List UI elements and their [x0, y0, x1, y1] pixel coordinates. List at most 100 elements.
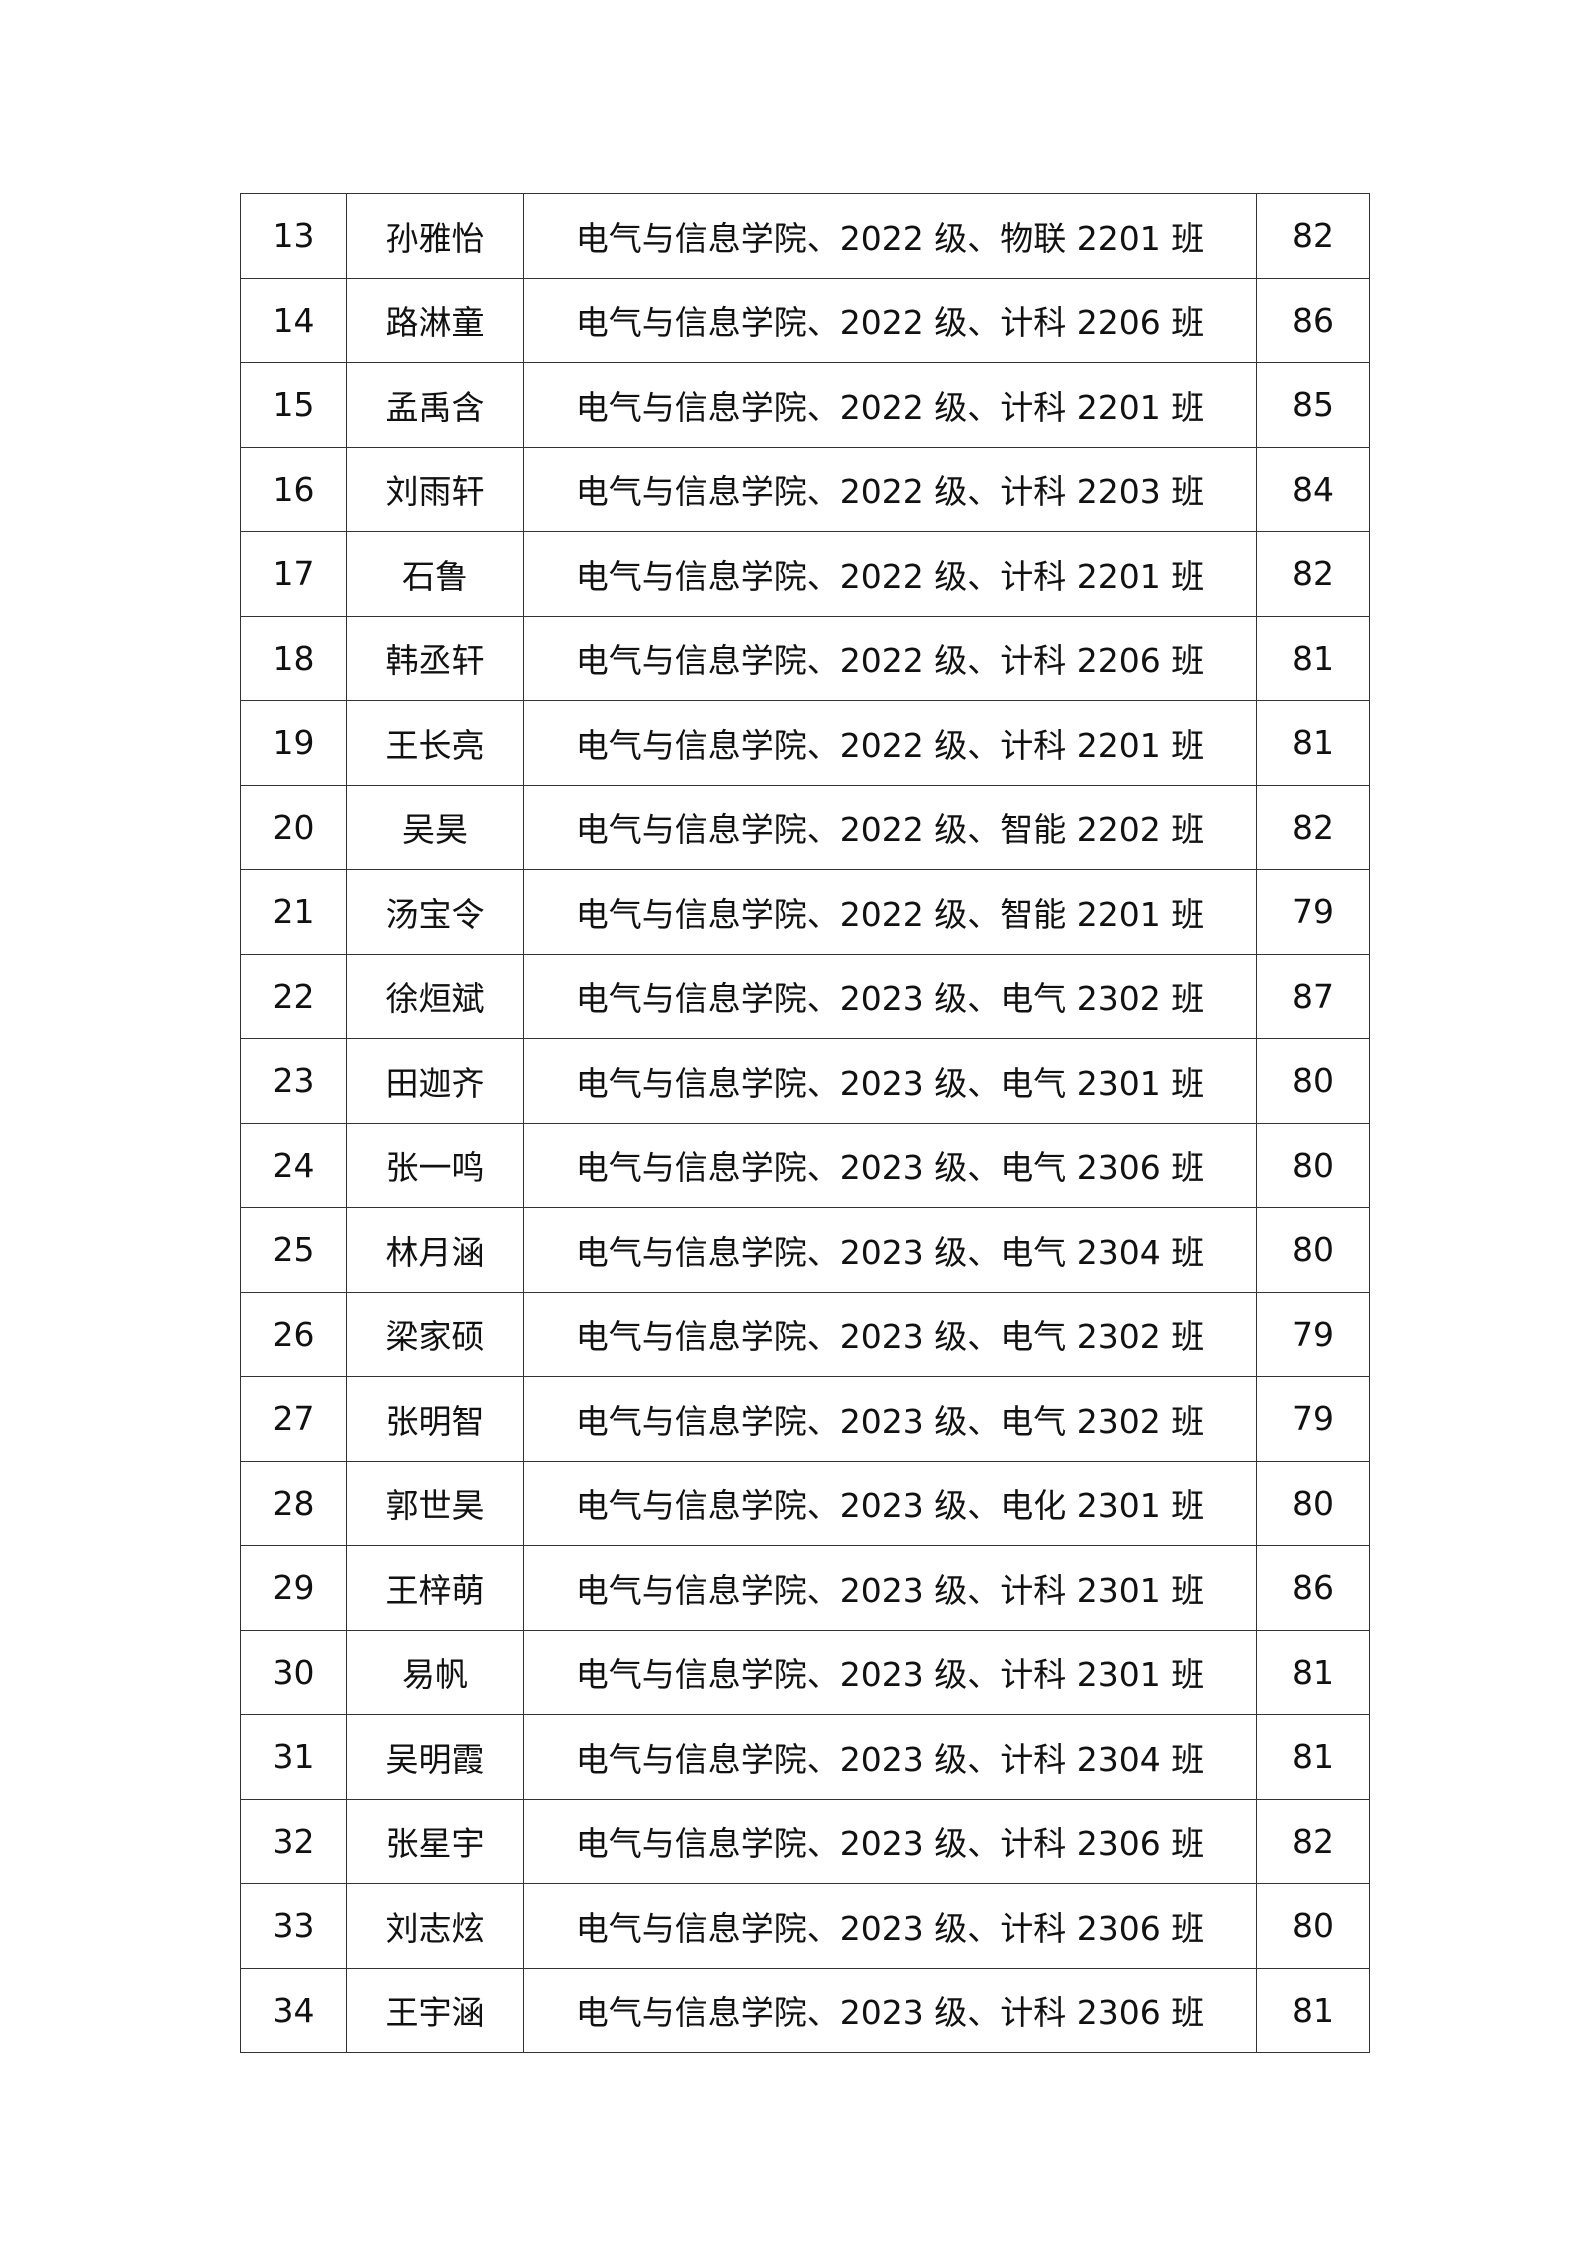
student-score-table: 13 孙雅怡 电气与信息学院、2022 级、物联 2201 班 82 14 路淋童 电气与信… [240, 193, 1370, 2053]
class-info-cell: 电气与信息学院、2022 级、计科 2201 班 [523, 531, 1257, 617]
class-info-cell: 电气与信息学院、2023 级、计科 2301 班 [523, 1629, 1257, 1715]
table-row: 18 韩丞轩 电气与信息学院、2022 级、计科 2206 班 81 [240, 615, 1370, 701]
student-name-cell: 王梓萌 [346, 1545, 524, 1631]
student-name-cell: 王宇涵 [346, 1967, 524, 2053]
table-row: 21 汤宝令 电气与信息学院、2022 级、智能 2201 班 79 [240, 869, 1370, 955]
class-info-cell: 电气与信息学院、2022 级、计科 2201 班 [523, 700, 1257, 786]
class-info-cell: 电气与信息学院、2023 级、计科 2306 班 [523, 1967, 1257, 2053]
row-number-cell: 34 [240, 1967, 347, 2053]
class-info-cell: 电气与信息学院、2023 级、电气 2301 班 [523, 1038, 1257, 1124]
table-row: 22 徐烜斌 电气与信息学院、2023 级、电气 2302 班 87 [240, 953, 1370, 1039]
class-info-cell: 电气与信息学院、2023 级、电气 2302 班 [523, 953, 1257, 1039]
score-cell: 81 [1256, 700, 1370, 786]
table-row: 25 林月涵 电气与信息学院、2023 级、电气 2304 班 80 [240, 1207, 1370, 1293]
student-name-cell: 韩丞轩 [346, 615, 524, 701]
student-name-cell: 刘志炫 [346, 1883, 524, 1969]
student-name-cell: 汤宝令 [346, 869, 524, 955]
row-number-cell: 29 [240, 1545, 347, 1631]
student-name-cell: 刘雨轩 [346, 446, 524, 532]
table-row: 15 孟禹含 电气与信息学院、2022 级、计科 2201 班 85 [240, 362, 1370, 448]
student-name-cell: 吴明霞 [346, 1714, 524, 1800]
table-row: 27 张明智 电气与信息学院、2023 级、电气 2302 班 79 [240, 1376, 1370, 1462]
class-info-cell: 电气与信息学院、2022 级、计科 2206 班 [523, 615, 1257, 701]
table-row: 32 张星宇 电气与信息学院、2023 级、计科 2306 班 82 [240, 1798, 1370, 1884]
row-number-cell: 23 [240, 1038, 347, 1124]
row-number-cell: 15 [240, 362, 347, 448]
class-info-cell: 电气与信息学院、2023 级、电气 2302 班 [523, 1376, 1257, 1462]
table-row: 34 王宇涵 电气与信息学院、2023 级、计科 2306 班 81 [240, 1967, 1370, 2053]
row-number-cell: 18 [240, 615, 347, 701]
score-cell: 86 [1256, 277, 1370, 363]
row-number-cell: 13 [240, 193, 347, 279]
class-info-cell: 电气与信息学院、2022 级、计科 2201 班 [523, 362, 1257, 448]
row-number-cell: 33 [240, 1883, 347, 1969]
student-name-cell: 路淋童 [346, 277, 524, 363]
student-name-cell: 吴昊 [346, 784, 524, 870]
student-name-cell: 梁家硕 [346, 1291, 524, 1377]
table-row: 14 路淋童 电气与信息学院、2022 级、计科 2206 班 86 [240, 277, 1370, 363]
class-info-cell: 电气与信息学院、2023 级、电气 2304 班 [523, 1207, 1257, 1293]
student-name-cell: 张星宇 [346, 1798, 524, 1884]
class-info-cell: 电气与信息学院、2022 级、智能 2201 班 [523, 869, 1257, 955]
table-row: 24 张一鸣 电气与信息学院、2023 级、电气 2306 班 80 [240, 1122, 1370, 1208]
student-name-cell: 田迦齐 [346, 1038, 524, 1124]
class-info-cell: 电气与信息学院、2023 级、电气 2306 班 [523, 1122, 1257, 1208]
score-cell: 80 [1256, 1207, 1370, 1293]
class-info-cell: 电气与信息学院、2022 级、计科 2206 班 [523, 277, 1257, 363]
score-cell: 82 [1256, 193, 1370, 279]
table-row: 16 刘雨轩 电气与信息学院、2022 级、计科 2203 班 84 [240, 446, 1370, 532]
class-info-cell: 电气与信息学院、2023 级、电气 2302 班 [523, 1291, 1257, 1377]
class-info-cell: 电气与信息学院、2022 级、智能 2202 班 [523, 784, 1257, 870]
row-number-cell: 26 [240, 1291, 347, 1377]
row-number-cell: 14 [240, 277, 347, 363]
score-cell: 84 [1256, 446, 1370, 532]
score-cell: 87 [1256, 953, 1370, 1039]
score-cell: 82 [1256, 784, 1370, 870]
class-info-cell: 电气与信息学院、2023 级、计科 2306 班 [523, 1883, 1257, 1969]
score-cell: 86 [1256, 1545, 1370, 1631]
student-name-cell: 徐烜斌 [346, 953, 524, 1039]
row-number-cell: 31 [240, 1714, 347, 1800]
row-number-cell: 20 [240, 784, 347, 870]
score-cell: 82 [1256, 1798, 1370, 1884]
table-row: 26 梁家硕 电气与信息学院、2023 级、电气 2302 班 79 [240, 1291, 1370, 1377]
score-cell: 79 [1256, 869, 1370, 955]
student-name-cell: 孙雅怡 [346, 193, 524, 279]
row-number-cell: 28 [240, 1460, 347, 1546]
row-number-cell: 27 [240, 1376, 347, 1462]
class-info-cell: 电气与信息学院、2022 级、物联 2201 班 [523, 193, 1257, 279]
class-info-cell: 电气与信息学院、2023 级、计科 2306 班 [523, 1798, 1257, 1884]
table-row: 28 郭世昊 电气与信息学院、2023 级、电化 2301 班 80 [240, 1460, 1370, 1546]
student-name-cell: 王长亮 [346, 700, 524, 786]
table-row: 13 孙雅怡 电气与信息学院、2022 级、物联 2201 班 82 [240, 193, 1370, 279]
score-cell: 79 [1256, 1291, 1370, 1377]
student-name-cell: 林月涵 [346, 1207, 524, 1293]
table-row: 31 吴明霞 电气与信息学院、2023 级、计科 2304 班 81 [240, 1714, 1370, 1800]
student-name-cell: 石鲁 [346, 531, 524, 617]
row-number-cell: 16 [240, 446, 347, 532]
table-row: 19 王长亮 电气与信息学院、2022 级、计科 2201 班 81 [240, 700, 1370, 786]
table-row: 30 易帆 电气与信息学院、2023 级、计科 2301 班 81 [240, 1629, 1370, 1715]
score-cell: 81 [1256, 615, 1370, 701]
row-number-cell: 19 [240, 700, 347, 786]
score-cell: 80 [1256, 1460, 1370, 1546]
student-name-cell: 张明智 [346, 1376, 524, 1462]
row-number-cell: 17 [240, 531, 347, 617]
student-name-cell: 易帆 [346, 1629, 524, 1715]
class-info-cell: 电气与信息学院、2022 级、计科 2203 班 [523, 446, 1257, 532]
row-number-cell: 24 [240, 1122, 347, 1208]
score-cell: 80 [1256, 1038, 1370, 1124]
score-cell: 80 [1256, 1883, 1370, 1969]
row-number-cell: 32 [240, 1798, 347, 1884]
class-info-cell: 电气与信息学院、2023 级、计科 2301 班 [523, 1545, 1257, 1631]
row-number-cell: 22 [240, 953, 347, 1039]
table-row: 17 石鲁 电气与信息学院、2022 级、计科 2201 班 82 [240, 531, 1370, 617]
row-number-cell: 25 [240, 1207, 347, 1293]
student-name-cell: 孟禹含 [346, 362, 524, 448]
student-name-cell: 郭世昊 [346, 1460, 524, 1546]
class-info-cell: 电气与信息学院、2023 级、计科 2304 班 [523, 1714, 1257, 1800]
score-cell: 80 [1256, 1122, 1370, 1208]
student-name-cell: 张一鸣 [346, 1122, 524, 1208]
score-cell: 82 [1256, 531, 1370, 617]
table-row: 29 王梓萌 电气与信息学院、2023 级、计科 2301 班 86 [240, 1545, 1370, 1631]
